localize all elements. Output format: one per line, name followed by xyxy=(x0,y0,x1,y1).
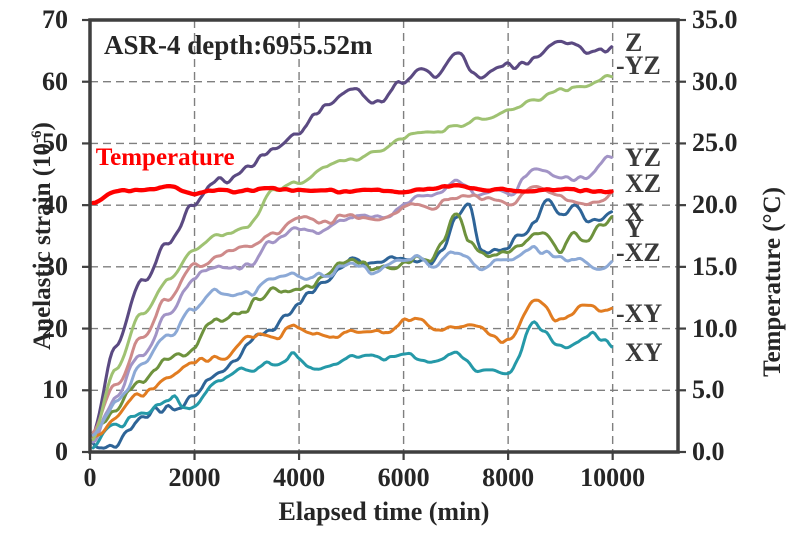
series-line-Y xyxy=(91,212,614,443)
series-line--XY xyxy=(91,298,614,439)
y-right-tick-label-30.0: 30.0 xyxy=(692,66,738,96)
y-right-tick-label-20.0: 20.0 xyxy=(692,190,738,220)
series-line-XY xyxy=(91,320,614,450)
series-line-Z xyxy=(91,39,614,437)
x-tick-label-6000: 6000 xyxy=(377,463,430,492)
y-right-tick-label-35.0: 35.0 xyxy=(692,5,738,34)
y-right-axis-title: Temperature (°C) xyxy=(759,187,786,377)
y-right-tick-label-0.0: 0.0 xyxy=(692,437,725,466)
y-left-tick-label-0: 0 xyxy=(55,437,68,466)
x-axis-title: Elapsed time (min) xyxy=(278,497,490,526)
x-tick-label-0: 0 xyxy=(83,463,97,492)
temperature-annotation: Temperature xyxy=(95,144,235,172)
series-label-YZ: YZ xyxy=(625,142,662,172)
series-line-X xyxy=(91,198,614,450)
series-line--XZ xyxy=(91,245,614,437)
y-left-tick-label-10: 10 xyxy=(42,375,68,405)
plot-frame xyxy=(88,18,680,454)
series-curves xyxy=(90,39,614,450)
series-line--YZ xyxy=(91,74,614,442)
tick-marks xyxy=(82,18,686,460)
y-left-tick-label-30: 30 xyxy=(42,251,68,281)
x-tick-label-10000: 10000 xyxy=(580,463,646,492)
series-label-XY: XY xyxy=(625,337,663,367)
x-tick-label-2000: 2000 xyxy=(168,463,221,492)
series-label-Y: Y xyxy=(625,214,644,244)
series-label-Z: Z xyxy=(625,28,643,58)
series-label-X: X xyxy=(625,197,644,227)
series-label-XZ: XZ xyxy=(625,169,662,199)
series-label--YZ: -YZ xyxy=(616,50,661,80)
y-left-tick-label-50: 50 xyxy=(42,128,68,158)
y-left-tick-label-20: 20 xyxy=(42,313,68,343)
y-right-tick-label-10.0: 10.0 xyxy=(692,313,738,343)
series-line-YZ xyxy=(91,154,614,444)
y-right-tick-label-15.0: 15.0 xyxy=(692,251,738,281)
chart-title: ASR-4 depth:6955.52m xyxy=(104,30,373,60)
series-label--XZ: -XZ xyxy=(616,238,661,268)
y-left-tick-label-70: 70 xyxy=(42,5,68,34)
y-left-tick-label-60: 60 xyxy=(42,66,68,96)
y-right-tick-label-5.0: 5.0 xyxy=(692,375,725,405)
y-right-tick-label-25.0: 25.0 xyxy=(692,128,738,158)
x-tick-label-8000: 8000 xyxy=(482,463,535,492)
series-label--XY: -XY xyxy=(616,298,663,328)
series-line-Temperature xyxy=(90,183,614,206)
x-tick-label-4000: 4000 xyxy=(273,463,326,492)
y-left-tick-label-40: 40 xyxy=(42,190,68,220)
